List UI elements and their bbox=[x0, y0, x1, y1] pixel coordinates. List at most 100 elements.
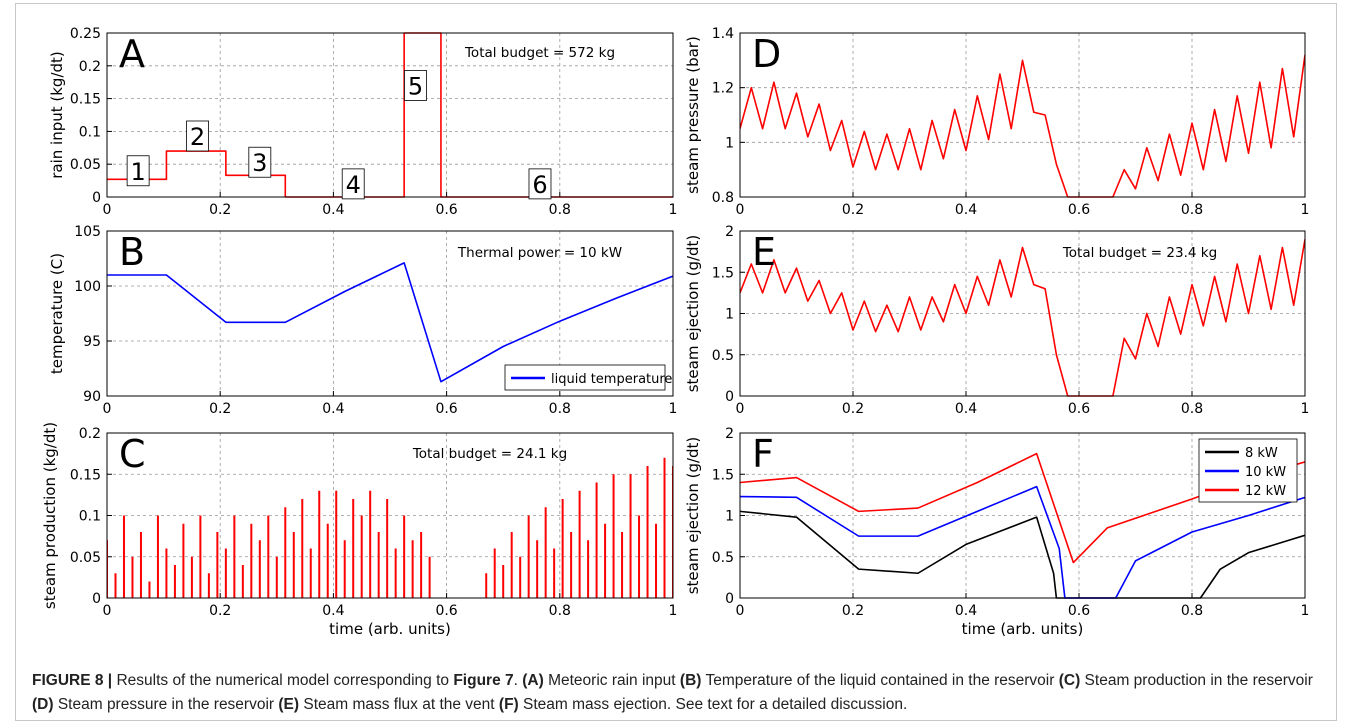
y-tick-label: 0.8 bbox=[712, 190, 734, 206]
y-tick-label: 1 bbox=[725, 135, 734, 151]
series-line bbox=[740, 510, 1305, 599]
x-tick-label: 0.4 bbox=[322, 401, 344, 417]
y-tick-label: 1 bbox=[725, 307, 734, 323]
x-tick-label: 0.2 bbox=[209, 603, 231, 619]
x-tick-label: 1 bbox=[1301, 603, 1310, 619]
y-tick-label: 1 bbox=[725, 509, 734, 525]
y-axis-label: steam ejection (g/dt) bbox=[684, 235, 702, 393]
x-tick-label: 1 bbox=[669, 202, 678, 218]
x-tick-label: 0.6 bbox=[435, 401, 457, 417]
x-tick-label: 0.2 bbox=[209, 202, 231, 218]
caption-text: (B) bbox=[679, 672, 702, 689]
y-tick-label: 95 bbox=[83, 334, 101, 350]
x-tick-label: 0.6 bbox=[1068, 202, 1090, 218]
x-tick-label: 0.8 bbox=[1181, 603, 1203, 619]
x-tick-label: 0 bbox=[736, 603, 745, 619]
caption-text: (F) bbox=[498, 696, 519, 713]
box-label: 2 bbox=[190, 123, 205, 151]
caption-text: . bbox=[513, 672, 523, 689]
series-line bbox=[107, 262, 673, 383]
y-tick-label: 1.2 bbox=[712, 81, 734, 97]
annotation: Thermal power = 10 kW bbox=[457, 245, 622, 261]
panel-label: A bbox=[119, 32, 145, 76]
series-line bbox=[740, 485, 1305, 599]
caption-text: (E) bbox=[278, 696, 300, 713]
x-tick-label: 0.2 bbox=[842, 401, 864, 417]
box-label-frame bbox=[248, 146, 272, 178]
annotation: Total budget = 572 kg bbox=[464, 45, 615, 61]
plot-group bbox=[107, 32, 673, 198]
caption-text: Steam production in the reservoir bbox=[1080, 672, 1313, 689]
legend-label: liquid temperature bbox=[551, 372, 672, 387]
axes-box bbox=[106, 432, 674, 599]
axes-box bbox=[739, 432, 1306, 599]
y-tick-label: 0.05 bbox=[70, 157, 101, 173]
y-tick-label: 0 bbox=[92, 591, 101, 607]
panel-label: F bbox=[752, 432, 774, 476]
caption-text: (D) bbox=[32, 696, 54, 713]
y-axis-label: steam production (kg/dt) bbox=[41, 422, 59, 609]
legend-label: 12 kW bbox=[1245, 484, 1286, 499]
axes-box bbox=[106, 230, 674, 397]
y-tick-label: 0.5 bbox=[712, 550, 734, 566]
x-tick-label: 1 bbox=[1301, 401, 1310, 417]
x-tick-label: 0.2 bbox=[209, 401, 231, 417]
x-axis-label: time (arb. units) bbox=[962, 620, 1084, 638]
x-tick-label: 0.8 bbox=[549, 603, 571, 619]
series-line bbox=[107, 32, 673, 198]
caption-text: Results of the numerical model correspon… bbox=[112, 672, 454, 689]
x-tick-label: 1 bbox=[1301, 202, 1310, 218]
x-tick-label: 0.8 bbox=[1181, 202, 1203, 218]
x-tick-label: 0.6 bbox=[1068, 603, 1090, 619]
x-tick-label: 0.4 bbox=[955, 202, 977, 218]
x-tick-label: 0 bbox=[736, 202, 745, 218]
x-tick-label: 0.8 bbox=[549, 202, 571, 218]
plot-group bbox=[107, 457, 673, 598]
box-label-frame bbox=[186, 120, 209, 152]
caption: FIGURE 8 | Results of the numerical mode… bbox=[32, 669, 1327, 717]
box-label-frame bbox=[404, 70, 427, 101]
y-tick-label: 0.25 bbox=[70, 26, 101, 42]
x-tick-label: 0.4 bbox=[955, 401, 977, 417]
y-axis-label: steam ejection (g/dt) bbox=[684, 437, 702, 595]
x-tick-label: 0 bbox=[103, 401, 112, 417]
legend-box bbox=[1198, 438, 1298, 503]
legend-label: 10 kW bbox=[1245, 465, 1286, 480]
y-tick-label: 0.15 bbox=[70, 467, 101, 483]
panel-label: E bbox=[752, 230, 776, 274]
box-label: 4 bbox=[346, 171, 361, 199]
x-tick-label: 0.6 bbox=[435, 603, 457, 619]
box-label-frame bbox=[126, 155, 150, 187]
x-tick-label: 0.8 bbox=[1181, 401, 1203, 417]
x-tick-label: 0.2 bbox=[842, 202, 864, 218]
y-axis-label: steam pressure (bar) bbox=[684, 36, 702, 194]
y-tick-label: 2 bbox=[725, 426, 734, 442]
caption-text: (C) bbox=[1058, 672, 1081, 689]
x-tick-label: 0.4 bbox=[322, 603, 344, 619]
x-tick-label: 0.6 bbox=[1068, 401, 1090, 417]
x-tick-label: 0 bbox=[103, 202, 112, 218]
caption-text: Meteoric rain input bbox=[543, 672, 680, 689]
caption-text: Steam pressure in the reservoir bbox=[53, 696, 279, 713]
x-tick-label: 0.6 bbox=[435, 202, 457, 218]
x-tick-label: 0.4 bbox=[322, 202, 344, 218]
x-tick-label: 1 bbox=[669, 603, 678, 619]
y-axis-label: temperature (C) bbox=[48, 253, 66, 374]
box-label: 6 bbox=[532, 171, 547, 199]
y-tick-label: 0.05 bbox=[70, 550, 101, 566]
panel-label: B bbox=[119, 230, 145, 274]
box-label: 3 bbox=[252, 149, 267, 177]
axes-box bbox=[739, 230, 1306, 397]
x-tick-label: 0 bbox=[736, 401, 745, 417]
box-label: 5 bbox=[408, 72, 423, 100]
plot-group bbox=[740, 239, 1305, 397]
y-tick-label: 0 bbox=[92, 190, 101, 206]
y-tick-label: 105 bbox=[74, 224, 101, 240]
y-tick-label: 1.4 bbox=[712, 26, 734, 42]
caption-text: Steam mass flux at the vent bbox=[299, 696, 499, 713]
plot-area bbox=[740, 33, 1305, 197]
y-tick-label: 0.5 bbox=[712, 348, 734, 364]
x-tick-label: 0.8 bbox=[549, 401, 571, 417]
